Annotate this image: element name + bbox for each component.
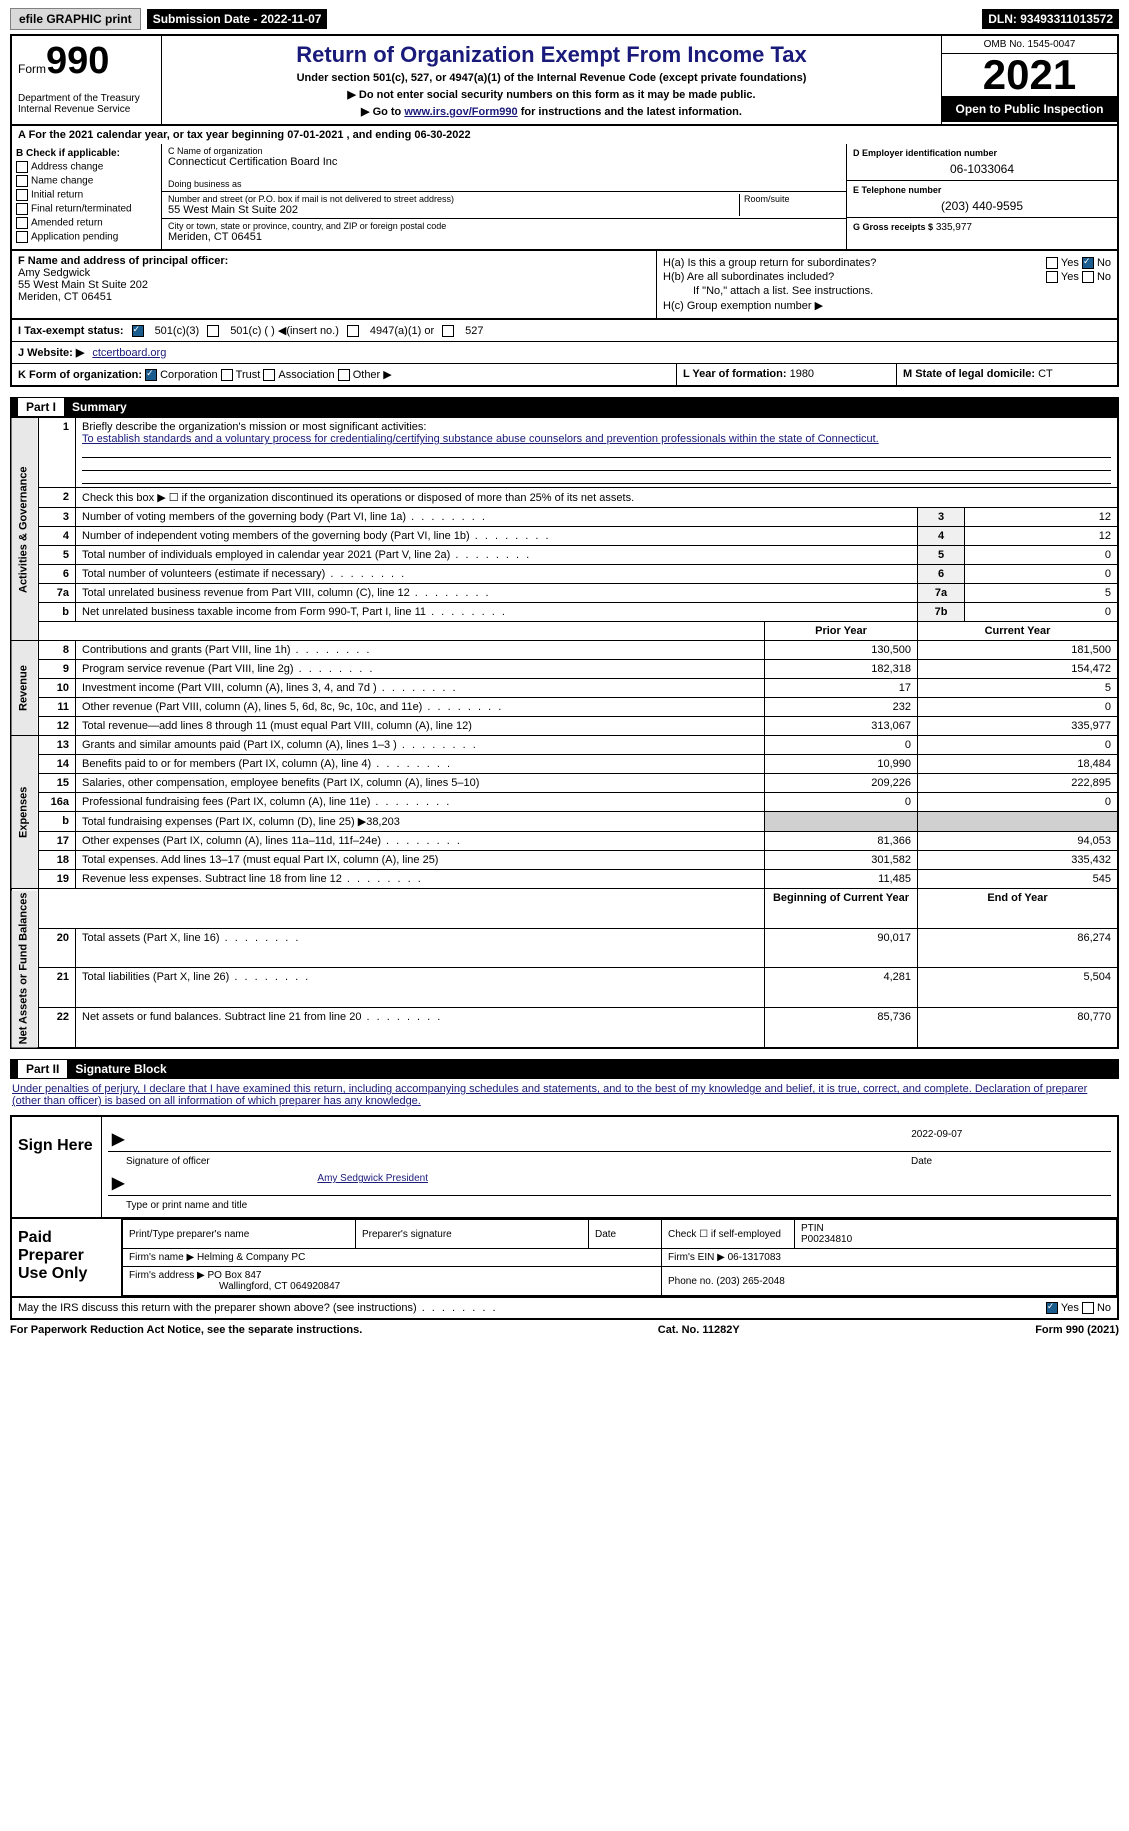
dln: DLN: 93493311013572: [982, 9, 1119, 29]
summary-table: Activities & Governance 1 Briefly descri…: [10, 417, 1119, 1049]
paid-preparer-block: Paid Preparer Use Only Print/Type prepar…: [10, 1219, 1119, 1298]
ein: 06-1033064: [853, 162, 1111, 176]
discuss-yes-checkbox: [1046, 1302, 1058, 1314]
org-street: 55 West Main St Suite 202: [168, 204, 739, 216]
form-number: 990: [46, 40, 109, 82]
ptin: P00234810: [801, 1234, 1110, 1245]
firm-ein: 06-1317083: [728, 1252, 781, 1263]
form-title: Return of Organization Exempt From Incom…: [172, 42, 931, 68]
row-j: J Website: ▶ ctcertboard.org: [12, 342, 1117, 364]
firm-name: Helming & Company PC: [197, 1252, 305, 1263]
box-c: C Name of organization Connecticut Certi…: [162, 144, 847, 249]
box-h: H(a) Is this a group return for subordin…: [657, 251, 1117, 318]
info-boxes-bcd: B Check if applicable: Address change Na…: [10, 144, 1119, 251]
sign-here-block: Sign Here ▶ 2022-09-07 Signature of offi…: [10, 1115, 1119, 1219]
rows-ij: I Tax-exempt status: 501(c)(3) 501(c) ( …: [10, 320, 1119, 364]
footer: For Paperwork Reduction Act Notice, see …: [10, 1320, 1119, 1340]
org-name: Connecticut Certification Board Inc: [168, 156, 840, 168]
section-net-assets: Net Assets or Fund Balances: [11, 889, 39, 1048]
section-governance: Activities & Governance: [11, 418, 39, 641]
header-sub3: ▶ Go to www.irs.gov/Form990 for instruct…: [172, 105, 931, 118]
form-header: Form990 Department of the Treasury Inter…: [10, 34, 1119, 126]
perjury-declaration: Under penalties of perjury, I declare th…: [10, 1079, 1119, 1111]
efile-print-button[interactable]: efile GRAPHIC print: [10, 8, 141, 30]
row-i: I Tax-exempt status: 501(c)(3) 501(c) ( …: [12, 320, 1117, 342]
officer-printed-name: Amy Sedgwick President: [313, 1171, 1111, 1195]
box-b: B Check if applicable: Address change Na…: [12, 144, 162, 249]
mission-text: To establish standards and a voluntary p…: [82, 433, 879, 445]
officer-name: Amy Sedgwick: [18, 267, 650, 279]
gross-receipts: 335,977: [936, 222, 972, 233]
box-f: F Name and address of principal officer:…: [12, 251, 657, 318]
box-d: D Employer identification number 06-1033…: [847, 144, 1117, 249]
website-link[interactable]: ctcertboard.org: [92, 347, 166, 359]
section-revenue: Revenue: [11, 641, 39, 736]
year-formation: 1980: [790, 368, 814, 380]
dept-treasury: Department of the Treasury Internal Reve…: [18, 93, 155, 115]
header-sub1: Under section 501(c), 527, or 4947(a)(1)…: [172, 72, 931, 84]
tax-year: 2021: [942, 54, 1117, 96]
efile-topbar: efile GRAPHIC print Submission Date - 20…: [10, 8, 1119, 30]
state-domicile: CT: [1038, 368, 1053, 380]
section-expenses: Expenses: [11, 736, 39, 889]
irs-link[interactable]: www.irs.gov/Form990: [404, 106, 517, 118]
info-boxes-fgh: F Name and address of principal officer:…: [10, 251, 1119, 320]
signature-date: 2022-09-07: [907, 1127, 1111, 1151]
discuss-row: May the IRS discuss this return with the…: [10, 1298, 1119, 1320]
submission-date: Submission Date - 2022-11-07: [147, 9, 328, 29]
form-label: Form: [18, 62, 46, 76]
telephone: (203) 440-9595: [853, 199, 1111, 213]
header-sub2: ▶ Do not enter social security numbers o…: [172, 88, 931, 101]
open-public: Open to Public Inspection: [942, 96, 1117, 122]
row-klm: K Form of organization: Corporation Trus…: [10, 364, 1119, 387]
firm-phone: (203) 265-2048: [716, 1276, 784, 1287]
part2-header: Part IISignature Block: [10, 1059, 1119, 1079]
501c3-checkbox: [132, 325, 144, 337]
tax-period: A For the 2021 calendar year, or tax yea…: [10, 126, 1119, 144]
part1-header: Part ISummary: [10, 397, 1119, 417]
org-city: Meriden, CT 06451: [168, 231, 840, 243]
